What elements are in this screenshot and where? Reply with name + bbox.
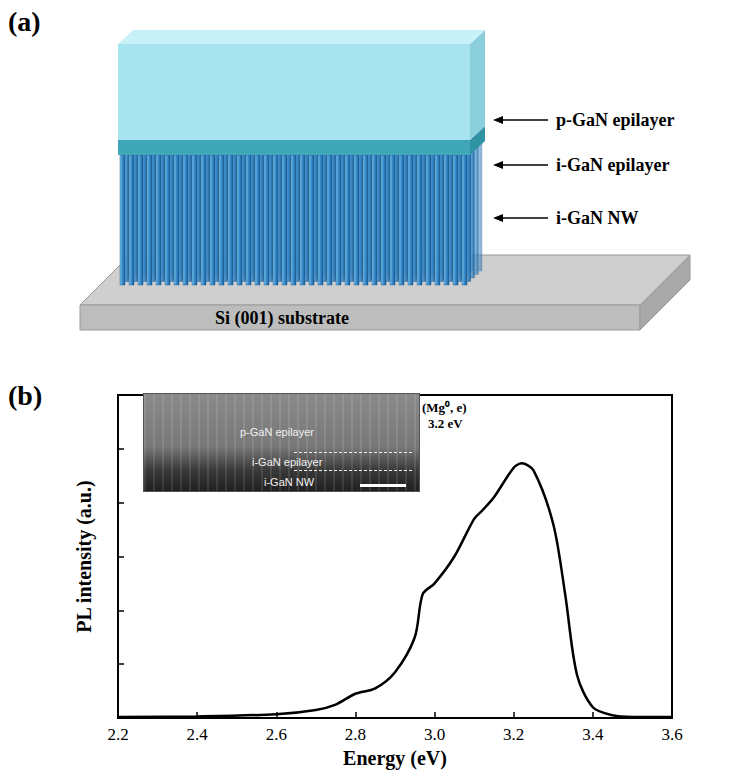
- svg-text:i-GaN epilayer: i-GaN epilayer: [556, 155, 669, 175]
- svg-text:3.2: 3.2: [503, 725, 524, 744]
- html-text:3.2 eV: 3.2 eV: [428, 416, 463, 431]
- svg-text:2.8: 2.8: [345, 725, 366, 744]
- svg-text:Si (001) substrate: Si (001) substrate: [215, 308, 349, 329]
- svg-text:p-GaN epilayer: p-GaN epilayer: [556, 110, 675, 130]
- html-text:i-GaN NW: i-GaN NW: [264, 476, 315, 488]
- svg-text:2.2: 2.2: [107, 725, 128, 744]
- svg-text:Energy (eV): Energy (eV): [343, 747, 447, 770]
- svg-text:2.6: 2.6: [266, 725, 287, 744]
- html-text:i-GaN epilayer: i-GaN epilayer: [252, 456, 323, 468]
- svg-text:2.4: 2.4: [187, 725, 209, 744]
- html-text:(b): (b): [8, 380, 43, 411]
- svg-text:i-GaN NW: i-GaN NW: [556, 208, 639, 228]
- html-text:(a): (a): [8, 6, 41, 37]
- svg-text:PL intensity (a.u.): PL intensity (a.u.): [73, 480, 96, 632]
- html-text:(Mg⁰, e): (Mg⁰, e): [422, 400, 467, 415]
- svg-text:3.4: 3.4: [582, 725, 604, 744]
- svg-text:3.6: 3.6: [661, 725, 682, 744]
- svg-text:3.0: 3.0: [424, 725, 445, 744]
- html-text:p-GaN epilayer: p-GaN epilayer: [240, 426, 314, 438]
